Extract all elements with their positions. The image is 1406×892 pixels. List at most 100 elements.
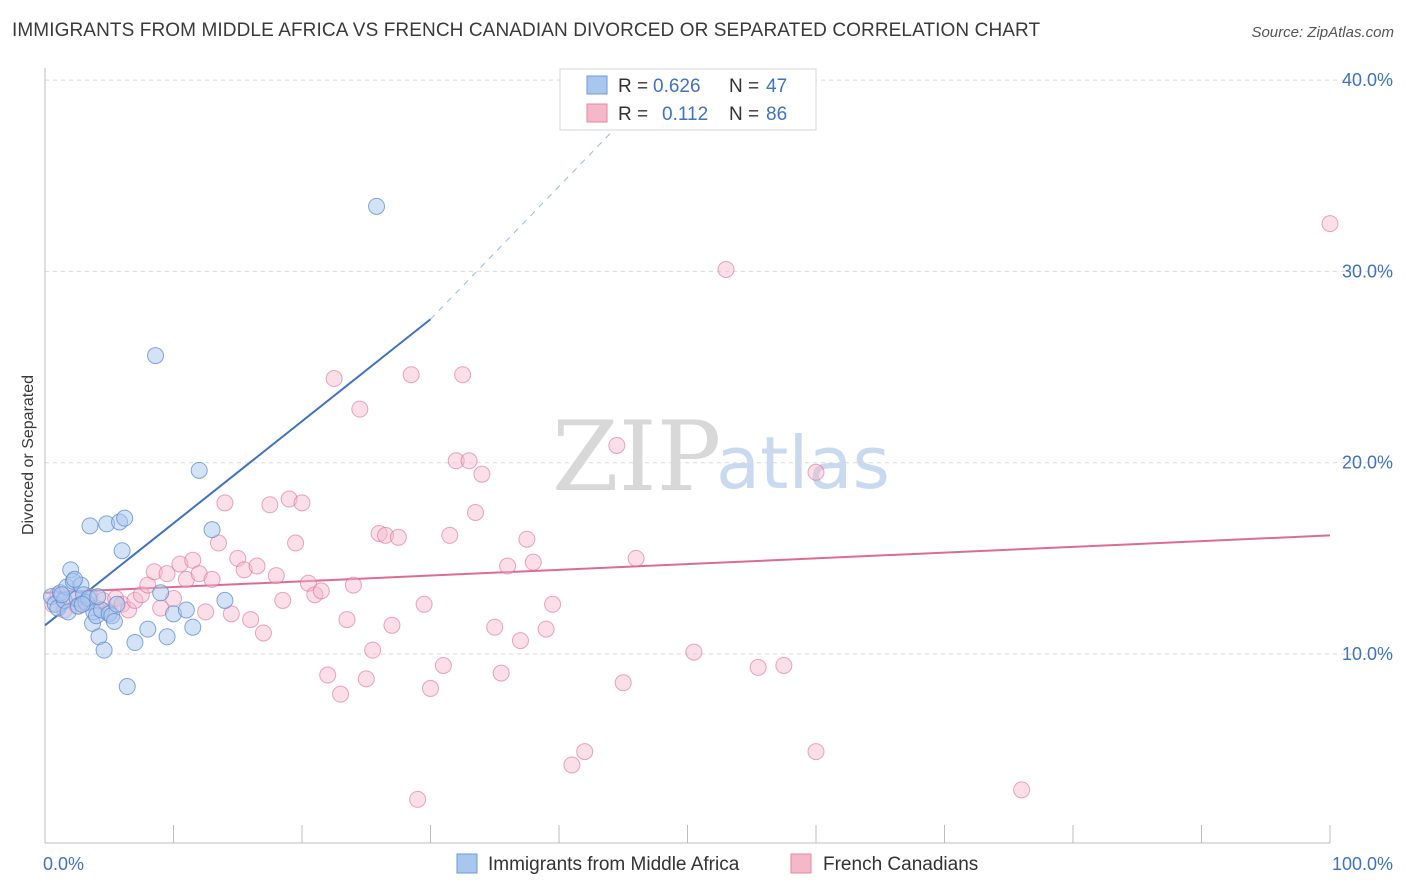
chart-title: IMMIGRANTS FROM MIDDLE AFRICA VS FRENCH … (12, 20, 1041, 41)
point-pink-30 (235, 561, 253, 579)
point-pink-83 (807, 743, 825, 761)
point-pink-68 (499, 557, 517, 575)
point-pink-46 (338, 611, 356, 629)
point-pink-86 (1321, 215, 1339, 233)
x-tick-label-1: 100.0% (1332, 854, 1393, 874)
point-pink-71 (524, 553, 542, 571)
point-pink-51 (370, 524, 388, 542)
y-tick-label-1: 20.0% (1342, 453, 1393, 473)
point-blue-39 (190, 461, 208, 479)
point-pink-59 (434, 656, 452, 674)
point-blue-46 (89, 588, 107, 606)
point-pink-79 (685, 643, 703, 661)
point-pink-56 (409, 790, 427, 808)
trend-lines (44, 79, 1331, 627)
point-pink-57 (415, 595, 433, 613)
point-blue-28 (113, 542, 131, 560)
legend-blue-r-label: R = (618, 76, 648, 97)
point-pink-76 (608, 436, 626, 454)
series-french-canadians (44, 215, 1339, 808)
legend-blue-r-value: 0.626 (653, 76, 701, 97)
point-blue-45 (368, 197, 386, 215)
trend-line-blue (44, 318, 432, 627)
point-pink-45 (332, 685, 350, 703)
point-pink-67 (492, 664, 510, 682)
point-blue-33 (147, 347, 165, 365)
point-blue-44 (53, 586, 71, 604)
point-pink-24 (197, 603, 215, 621)
point-pink-18 (158, 565, 176, 583)
point-pink-52 (377, 526, 395, 544)
legend-blue-n-value: 47 (766, 76, 787, 97)
point-blue-29 (116, 509, 134, 527)
legend-swatch-blue (586, 75, 608, 95)
point-blue-40 (203, 521, 221, 539)
point-blue-42 (66, 570, 84, 588)
point-pink-65 (473, 465, 491, 483)
point-blue-37 (177, 601, 195, 619)
point-pink-38 (287, 534, 305, 552)
point-pink-47 (344, 576, 362, 594)
trend-line-pink (44, 534, 1331, 594)
point-blue-38 (184, 618, 202, 636)
point-blue-43 (73, 595, 91, 613)
point-pink-72 (537, 620, 555, 638)
point-pink-33 (254, 624, 272, 642)
y-tick-label-0: 10.0% (1342, 644, 1393, 664)
point-pink-78 (627, 549, 645, 567)
point-blue-41 (216, 591, 234, 609)
point-pink-60 (441, 526, 459, 544)
point-pink-27 (216, 494, 234, 512)
y-tick-label-3: 40.0% (1342, 70, 1393, 90)
legend-pink-n-label: N = (729, 104, 759, 125)
point-blue-34 (152, 584, 170, 602)
point-pink-85 (1013, 781, 1031, 799)
point-pink-32 (248, 557, 266, 575)
point-pink-48 (351, 400, 369, 418)
point-pink-14 (132, 586, 150, 604)
watermark-zip: ZIP (552, 401, 721, 513)
bottom-legend: Immigrants from Middle Africa French Can… (456, 853, 978, 875)
series-immigrants-middle-africa (42, 197, 386, 696)
bottom-legend-label-blue: Immigrants from Middle Africa (488, 854, 740, 875)
point-pink-84 (807, 463, 825, 481)
legend-pink-n-value: 86 (766, 104, 787, 125)
bottom-legend-swatch-blue (456, 853, 478, 874)
point-pink-31 (242, 611, 260, 629)
point-pink-66 (486, 618, 504, 636)
point-blue-26 (108, 595, 126, 613)
legend-swatch-pink (586, 103, 608, 123)
point-pink-37 (280, 490, 298, 508)
point-pink-74 (563, 756, 581, 774)
point-pink-20 (171, 555, 189, 573)
point-pink-44 (325, 370, 343, 388)
point-pink-63 (460, 452, 478, 470)
point-pink-25 (203, 570, 221, 588)
point-pink-16 (145, 563, 163, 581)
point-pink-58 (422, 679, 439, 697)
point-pink-43 (319, 666, 337, 684)
legend-pink-r-label: R = (618, 104, 648, 125)
source-note: Source: ZipAtlas.com (1251, 24, 1394, 41)
point-pink-36 (274, 591, 292, 609)
point-pink-49 (357, 670, 375, 688)
point-pink-80 (717, 260, 735, 278)
point-blue-35 (158, 628, 176, 646)
point-pink-34 (261, 496, 279, 514)
point-blue-31 (126, 634, 144, 652)
x-tick-label-0: 0.0% (43, 854, 84, 874)
bottom-legend-label-pink: French Canadians (823, 854, 978, 875)
point-pink-70 (518, 530, 536, 548)
point-pink-73 (544, 595, 562, 613)
point-blue-32 (139, 620, 157, 638)
point-pink-39 (293, 494, 311, 512)
point-pink-62 (454, 366, 472, 384)
point-blue-21 (95, 641, 113, 659)
point-pink-69 (511, 632, 529, 650)
point-pink-81 (749, 658, 767, 676)
bottom-legend-swatch-pink (790, 853, 812, 874)
point-pink-77 (614, 674, 632, 692)
tick-labels: 10.0% 20.0% 30.0% 40.0% 0.0% 100.0% (43, 70, 1393, 874)
point-pink-54 (389, 528, 407, 546)
